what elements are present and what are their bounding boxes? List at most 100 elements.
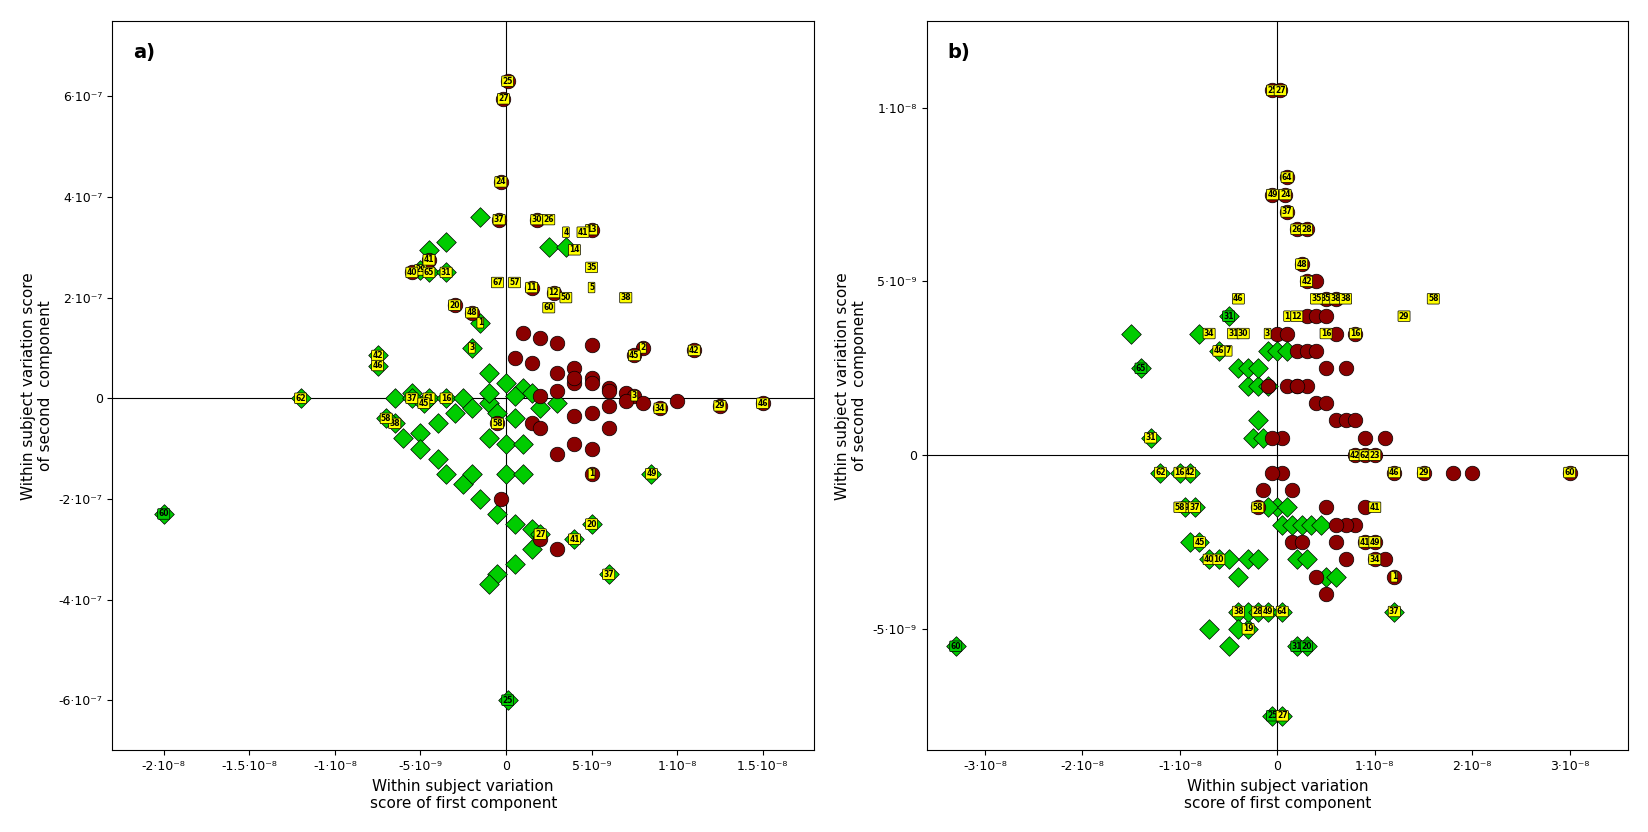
Point xyxy=(544,336,570,349)
Point xyxy=(1292,275,1318,288)
Point xyxy=(372,412,399,425)
Text: 2: 2 xyxy=(639,344,644,353)
Text: 4: 4 xyxy=(564,228,569,236)
Text: 46: 46 xyxy=(1233,295,1243,304)
Point xyxy=(1269,518,1295,532)
Point xyxy=(630,341,656,354)
Point xyxy=(485,417,511,430)
Point xyxy=(509,467,536,480)
Point xyxy=(399,387,425,400)
Point xyxy=(664,394,691,408)
Point xyxy=(1322,414,1348,427)
Text: 37: 37 xyxy=(1388,607,1399,616)
Point xyxy=(1215,640,1241,653)
Text: 37: 37 xyxy=(493,215,504,224)
Point xyxy=(1244,379,1271,393)
Point xyxy=(1322,292,1348,305)
Point xyxy=(433,392,460,405)
Text: 13: 13 xyxy=(587,225,597,234)
Text: 20: 20 xyxy=(1300,641,1312,651)
Point xyxy=(1341,327,1368,340)
Point xyxy=(1224,362,1251,375)
Point xyxy=(527,532,554,546)
Point xyxy=(611,387,638,400)
Text: 58: 58 xyxy=(1427,295,1437,304)
Point xyxy=(1274,344,1300,358)
Point xyxy=(1381,570,1407,583)
Text: 27: 27 xyxy=(1276,711,1287,721)
Text: 46: 46 xyxy=(372,361,382,370)
Point xyxy=(1302,570,1328,583)
Point xyxy=(1269,431,1295,444)
Point xyxy=(287,392,313,405)
Point xyxy=(578,518,605,531)
Point xyxy=(424,452,450,465)
Point xyxy=(517,387,544,400)
Point xyxy=(485,407,511,420)
Text: 19: 19 xyxy=(1243,624,1252,633)
Point xyxy=(1266,84,1292,97)
Point xyxy=(560,437,587,450)
Point xyxy=(517,281,544,295)
Point xyxy=(578,371,605,384)
Point xyxy=(415,253,442,266)
Point xyxy=(1254,501,1280,514)
Text: 34: 34 xyxy=(1203,329,1213,338)
Text: 5: 5 xyxy=(588,283,593,292)
Point xyxy=(1137,431,1163,444)
Text: 30: 30 xyxy=(531,215,542,224)
Point xyxy=(150,508,176,521)
Point xyxy=(578,442,605,455)
Point xyxy=(1458,466,1485,479)
Text: 10: 10 xyxy=(1213,555,1223,564)
Point xyxy=(488,493,514,506)
Point xyxy=(707,399,733,413)
Point xyxy=(595,399,621,413)
Point xyxy=(1259,466,1285,479)
Point xyxy=(433,265,460,279)
Point xyxy=(1274,379,1300,393)
Point xyxy=(1282,640,1309,653)
Point xyxy=(1244,552,1271,566)
Text: 46: 46 xyxy=(756,399,768,408)
Text: 31: 31 xyxy=(1290,641,1302,651)
Point xyxy=(1292,552,1318,566)
Point xyxy=(1322,518,1348,532)
Text: 38: 38 xyxy=(1233,607,1243,616)
Point xyxy=(486,213,513,226)
Text: 45: 45 xyxy=(1193,537,1203,547)
Text: 41: 41 xyxy=(569,535,580,543)
Point xyxy=(1234,362,1261,375)
Point xyxy=(1277,518,1304,532)
Text: 27: 27 xyxy=(1274,86,1285,95)
Point xyxy=(442,299,468,312)
Point xyxy=(1307,518,1333,532)
Text: 24: 24 xyxy=(496,177,506,186)
Text: 26: 26 xyxy=(544,215,554,224)
Point xyxy=(485,567,511,581)
Point xyxy=(943,640,969,653)
Text: 64: 64 xyxy=(1276,607,1287,616)
Point xyxy=(1292,344,1318,358)
Text: 7: 7 xyxy=(1224,346,1231,355)
Text: 1: 1 xyxy=(588,469,593,478)
Point xyxy=(527,402,554,415)
Point xyxy=(458,341,485,354)
Point xyxy=(560,377,587,390)
Text: 25: 25 xyxy=(503,77,513,86)
Text: 1: 1 xyxy=(1284,312,1289,320)
Point xyxy=(552,240,578,254)
Point xyxy=(1175,466,1201,479)
Point xyxy=(527,422,554,435)
Point xyxy=(1259,431,1285,444)
Point xyxy=(1332,552,1358,566)
Point xyxy=(399,392,425,405)
Point xyxy=(560,361,587,374)
Text: 62: 62 xyxy=(1360,451,1369,459)
Point xyxy=(544,447,570,460)
Point xyxy=(1224,622,1251,636)
Point xyxy=(1147,466,1173,479)
Text: 37: 37 xyxy=(1280,207,1292,216)
Text: 38: 38 xyxy=(1340,295,1350,304)
Text: 42: 42 xyxy=(1183,468,1195,477)
